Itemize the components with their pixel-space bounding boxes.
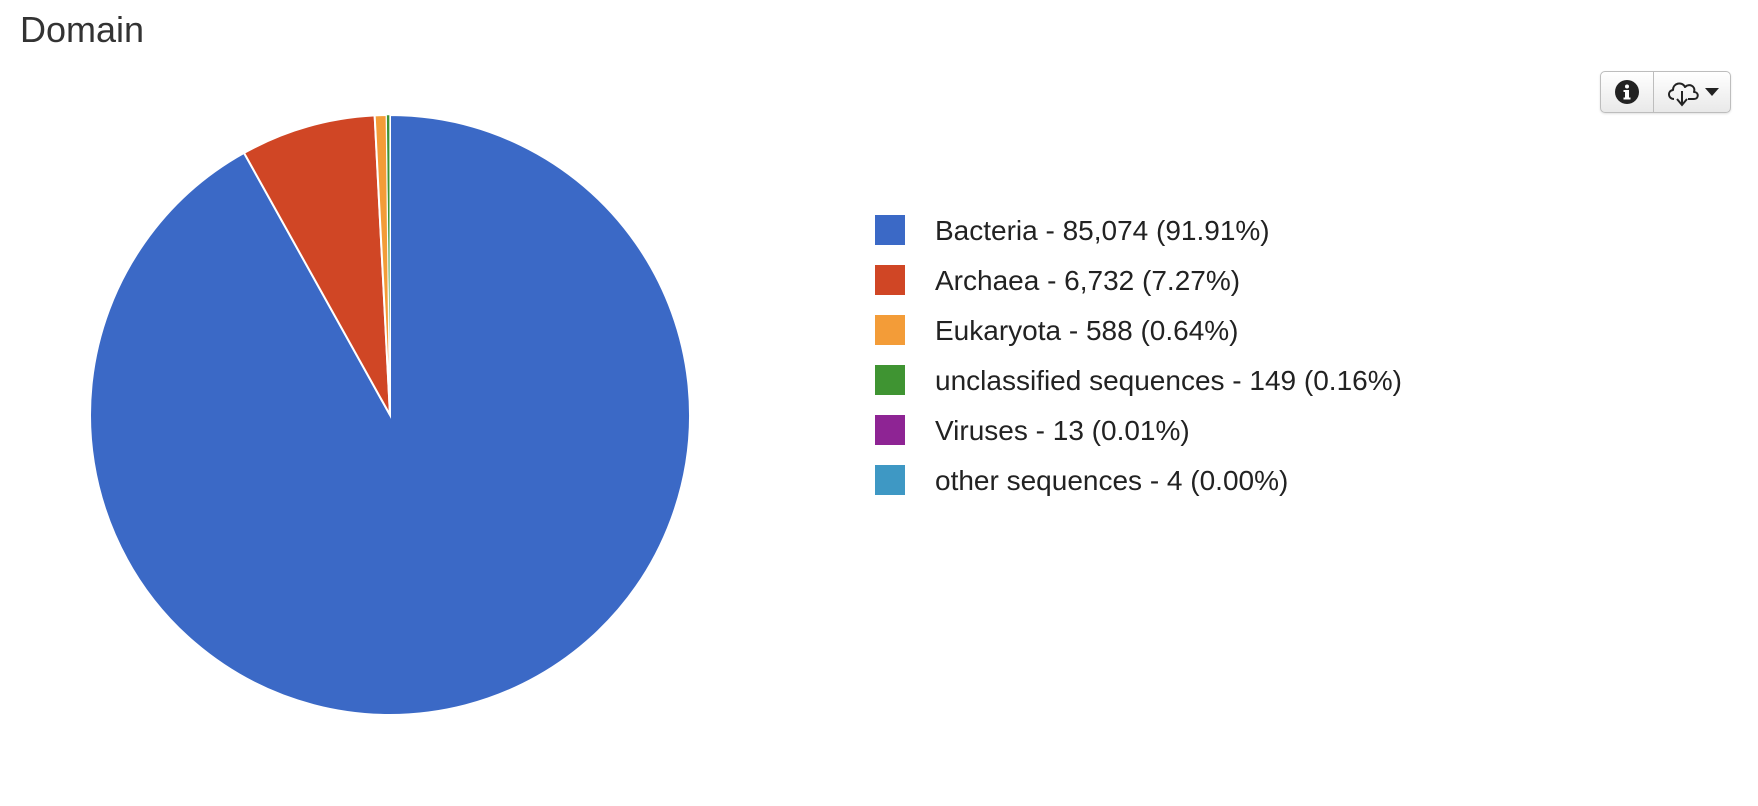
legend-label: unclassified sequences - 149 (0.16%) — [935, 365, 1402, 396]
download-button[interactable] — [1654, 72, 1730, 112]
chart-legend: Bacteria - 85,074 (91.91%) Archaea - 6,73… — [875, 215, 1402, 496]
pie-slice-archaea[interactable] — [242, 114, 391, 416]
caret-down-icon — [1705, 88, 1719, 96]
legend-swatch — [875, 415, 905, 445]
info-button[interactable] — [1601, 72, 1654, 112]
legend-label: Eukaryota - 588 (0.64%) — [935, 315, 1239, 346]
cloud-download-icon — [1668, 82, 1699, 107]
legend-label: Viruses - 13 (0.01%) — [935, 415, 1190, 446]
legend-swatch — [875, 465, 905, 495]
page-title: Domain — [20, 9, 145, 50]
legend-swatch — [875, 315, 905, 345]
pie-slices — [89, 113, 691, 716]
legend-label: Archaea - 6,732 (7.27%) — [935, 265, 1240, 296]
legend-swatch — [875, 215, 905, 245]
chart-toolbar — [1600, 71, 1731, 113]
legend-swatch — [875, 265, 905, 295]
legend-label: other sequences - 4 (0.00%) — [935, 465, 1288, 496]
legend-label: Bacteria - 85,074 (91.91%) — [935, 215, 1270, 246]
legend-swatch — [875, 365, 905, 395]
info-icon — [1615, 80, 1639, 104]
